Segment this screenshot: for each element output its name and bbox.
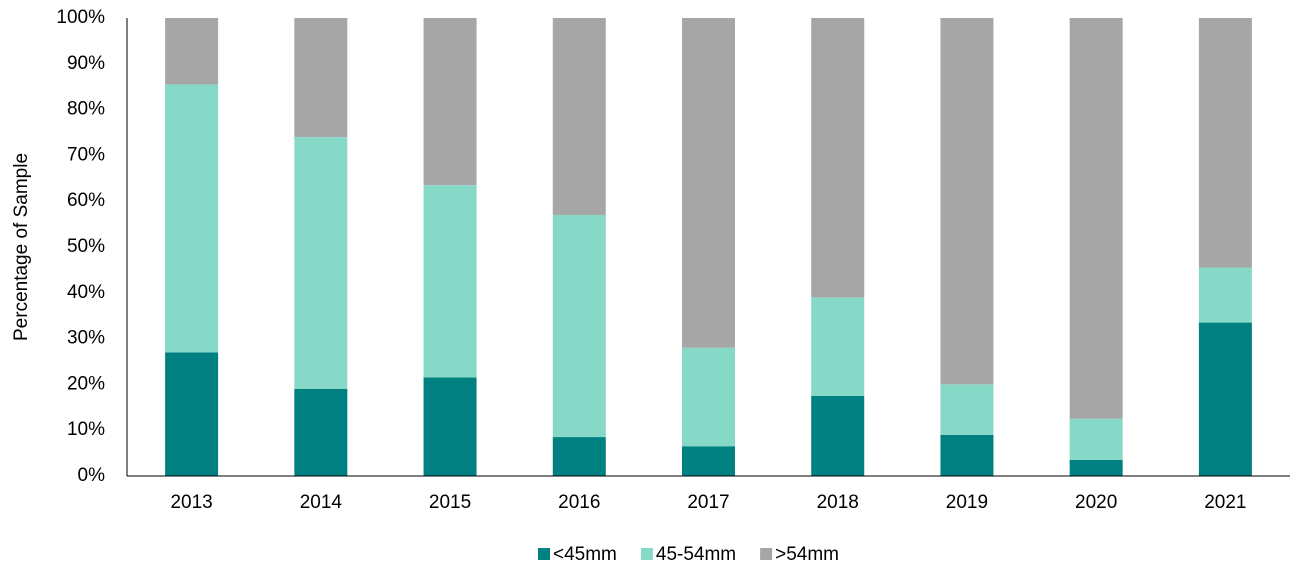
bar-segment: [1198, 267, 1252, 323]
bar-segment: [1198, 322, 1252, 476]
y-axis-title: Percentage of Sample: [11, 153, 32, 341]
bar-segment: [1198, 18, 1252, 268]
legend-swatch: [760, 548, 773, 560]
bar-segment: [423, 18, 477, 186]
bar-segment: [940, 18, 994, 385]
x-tick-label: 2019: [946, 492, 988, 513]
legend-swatch: [640, 548, 653, 560]
bar-segment: [811, 395, 865, 476]
x-tick-label: 2021: [1204, 492, 1246, 513]
y-tick-label: 20%: [67, 373, 105, 394]
bar-segment: [552, 18, 606, 215]
legend-swatch: [537, 548, 550, 560]
bar-segment: [165, 84, 219, 353]
bar-segment: [811, 18, 865, 298]
y-tick-label: 40%: [67, 282, 105, 303]
x-tick-label: 2016: [558, 492, 600, 513]
bar-segment: [294, 18, 348, 138]
bar-segment: [165, 352, 219, 476]
x-tick-label: 2020: [1075, 492, 1117, 513]
x-tick-label: 2017: [687, 492, 729, 513]
bar-segment: [423, 185, 477, 378]
y-tick-label: 80%: [67, 99, 105, 120]
bar-segment: [294, 137, 348, 389]
bar-segment: [294, 388, 348, 476]
bar-segment: [423, 377, 477, 476]
bar-segment: [1069, 18, 1123, 419]
x-tick-label: 2018: [817, 492, 859, 513]
x-tick-label: 2013: [170, 492, 212, 513]
bar-segment: [1069, 418, 1123, 460]
bar-segment: [1069, 459, 1123, 476]
y-tick-label: 60%: [67, 190, 105, 211]
bar-segment: [165, 18, 219, 85]
legend-label: <45mm: [553, 544, 617, 565]
y-tick-label: 30%: [67, 328, 105, 349]
bar-segment: [682, 18, 735, 348]
y-tick-label: 100%: [56, 7, 105, 28]
y-tick-label: 70%: [67, 144, 105, 165]
y-tick-label: 90%: [67, 53, 105, 74]
bar-segment: [552, 214, 606, 438]
bar-segment: [682, 446, 735, 476]
legend-label: 45-54mm: [656, 544, 736, 565]
bar-segment: [811, 297, 865, 396]
y-tick-label: 50%: [67, 236, 105, 257]
bar-segment: [682, 347, 735, 447]
x-tick-label: 2015: [429, 492, 471, 513]
legend-label: >54mm: [775, 544, 839, 565]
y-tick-label: 0%: [78, 465, 106, 486]
bar-segment: [552, 437, 606, 476]
x-tick-label: 2014: [300, 492, 343, 513]
bar-segment: [940, 434, 994, 476]
bar-segment: [940, 384, 994, 435]
y-tick-label: 10%: [67, 419, 105, 440]
